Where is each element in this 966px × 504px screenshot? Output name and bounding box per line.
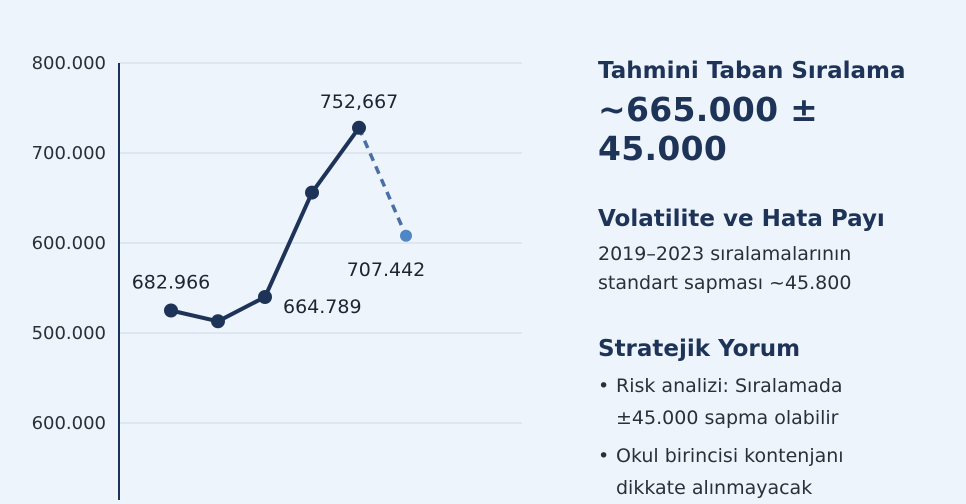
- projected-point: [400, 229, 412, 242]
- data-label: 707.442: [347, 259, 426, 281]
- strategy-list: • Risk analizi: Sıralamada ±45.000 sapma…: [598, 370, 958, 504]
- estimate-title: Tahmini Taban Sıralama: [598, 58, 906, 84]
- volatility-text: 2019–2023 sıralamalarının standart sapma…: [598, 240, 958, 298]
- data-label: 682.966: [132, 272, 211, 294]
- line-chart: 800.000 700.000 600.000 500.000 600.000 682.…: [32, 53, 522, 500]
- projection-line: [357, 127, 408, 237]
- volatility-line: 2019–2023 sıralamalarının: [598, 243, 852, 265]
- data-point: [211, 314, 225, 329]
- y-tick-label: 700.000: [32, 143, 106, 164]
- info-panel: Tahmini Taban Sıralama ~665.000 ± 45.000…: [598, 58, 958, 504]
- y-tick-label: 600.000: [32, 413, 106, 434]
- data-label: 664.789: [283, 296, 362, 318]
- volatility-title: Volatilite ve Hata Payı: [598, 206, 885, 232]
- series-points: [164, 120, 412, 329]
- data-label: 752,667: [320, 91, 399, 113]
- bullet-line: dikkate alınmayacak: [616, 477, 813, 499]
- data-point: [258, 290, 272, 304]
- y-tick-label: 600.000: [32, 233, 106, 254]
- data-point: [352, 120, 366, 135]
- list-item: • Risk analizi: Sıralamada ±45.000 sapma…: [598, 370, 958, 434]
- grid-lines: [119, 62, 522, 424]
- estimate-value: ~665.000 ± 45.000: [598, 90, 819, 168]
- data-point: [305, 185, 319, 200]
- y-tick-label: 500.000: [32, 323, 106, 344]
- volatility-line: standart sapması ~45.800: [598, 272, 852, 294]
- y-tick-label: 800.000: [32, 53, 106, 74]
- bullet-line: Risk analizi: Sıralamada: [616, 375, 843, 397]
- list-item: • Okul birincisi kontenjanı dikkate alın…: [598, 440, 958, 504]
- strategy-title: Stratejik Yorum: [598, 336, 801, 362]
- bullet-line: ±45.000 sapma olabilir: [616, 407, 839, 429]
- y-tick-labels: 800.000 700.000 600.000 500.000 600.000: [32, 53, 106, 434]
- bullet-line: Okul birincisi kontenjanı: [616, 445, 844, 467]
- bullet-icon: •: [598, 445, 610, 467]
- bullet-icon: •: [598, 375, 610, 397]
- data-labels: 682.966 664.789 752,667 707.442: [132, 91, 426, 318]
- data-point: [164, 303, 178, 318]
